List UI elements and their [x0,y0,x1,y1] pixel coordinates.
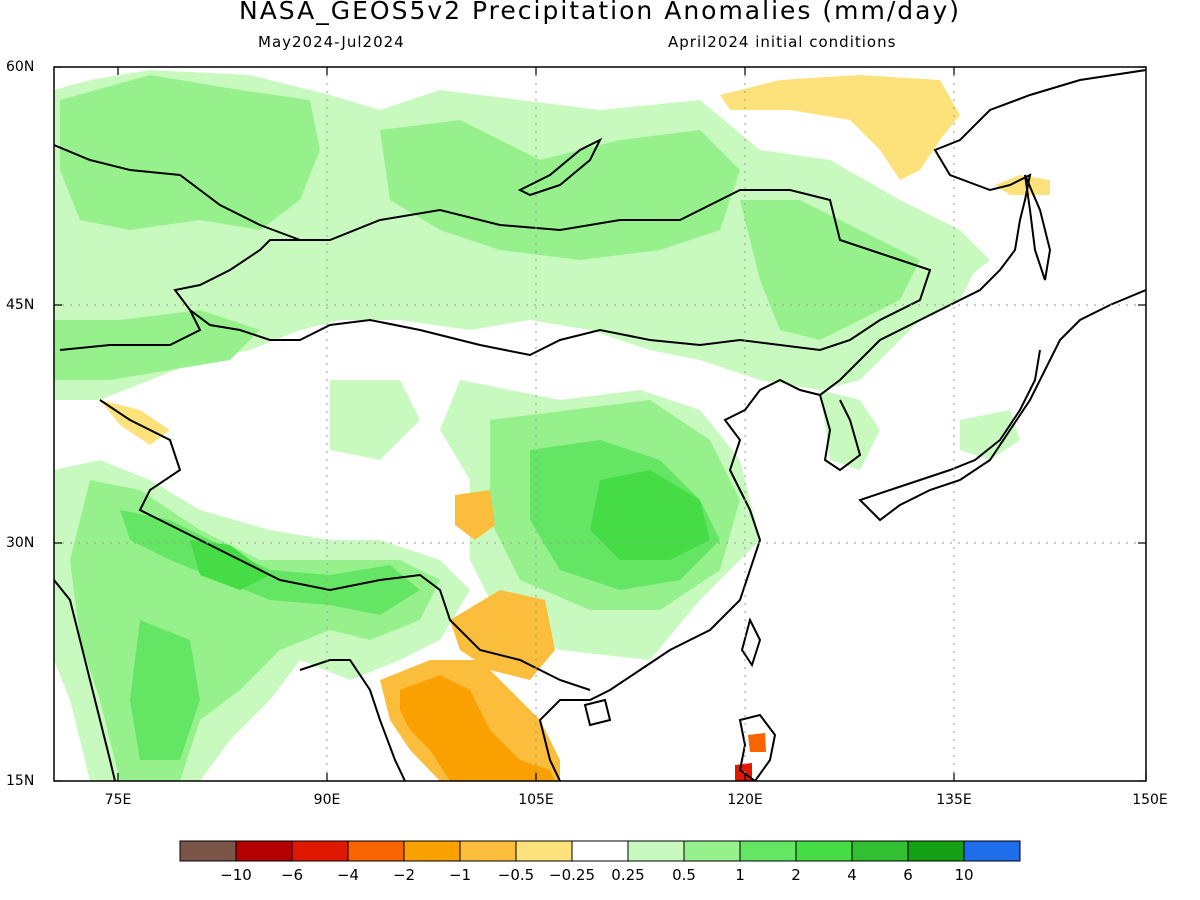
wet-heavy-nepal [190,540,270,590]
dry-region-sakhalin [995,175,1050,195]
lon-label-135e: 135E [936,792,972,808]
colorbar-swatch [571,840,629,862]
axis-ticks [54,66,1147,782]
colorbar-swatch [795,840,853,862]
wet-region-korea-japan [820,390,880,470]
colorbar-swatch [179,840,237,862]
colorbar-tick-label: 6 [903,866,913,884]
colorbar-tick-label: −2 [392,866,416,884]
dry-region-yunnan [450,590,555,680]
lon-label-90e: 90E [313,792,341,808]
border-china-mongolia [173,189,932,357]
dry-region-philippines [748,733,766,752]
colorbar-tick-label: −4 [336,866,360,884]
colorbar-tick-label: −6 [280,866,304,884]
lon-label-105e: 105E [518,792,554,808]
colorbar-swatch [963,840,1021,862]
wet-heavy-east-china [590,470,710,560]
colorbar-swatch [459,840,517,862]
map-frame [53,66,1147,782]
wet-mid-manchuria [740,200,920,340]
colorbar [179,840,1021,862]
wet-strong-south-india [130,620,200,760]
lat-label-15n: 15N [6,773,35,789]
wet-region-tibet-west [330,380,420,460]
lon-label-150e: 150E [1132,792,1168,808]
lat-label-60n: 60N [6,59,35,75]
colorbar-tick-label: 0.25 [611,866,645,884]
border-kazakhstan [59,309,202,351]
wet-strong-himalaya [120,510,420,615]
coastline-bay-of-bengal [299,659,406,781]
lon-label-120e: 120E [727,792,763,808]
border-china-southwest [99,399,591,691]
dry-region-sichuan [455,490,495,540]
colorbar-swatch [515,840,573,862]
colorbar-tick-label: 2 [791,866,801,884]
coastline-philippines [738,713,777,781]
coastline-hainan [583,698,612,727]
anomaly-fill-layer [54,70,1050,781]
wet-region-japan-small [960,410,1020,460]
lat-label-45n: 45N [6,297,35,313]
colorbar-tick-label: 1 [735,866,745,884]
dry-region-indochina-mid [400,675,555,781]
colorbar-tick-label: −0.25 [549,866,595,884]
colorbar-tick-label: 10 [954,866,974,884]
colorbar-swatch [291,840,349,862]
lon-label-75e: 75E [104,792,132,808]
colorbar-swatch [907,840,965,862]
coastline-taiwan [740,617,762,668]
colorbar-swatch [851,840,909,862]
dry-region-northeast-russia [720,75,960,180]
forecast-period-label: May2024-Jul2024 [258,33,405,51]
colorbar-swatch [739,840,797,862]
gridlines [54,67,1146,781]
coastline-layer [54,69,1146,781]
lat-label-30n: 30N [6,535,35,551]
coastline-india [54,579,116,781]
wet-mid-north [60,75,320,230]
coastline-sakhalin [1024,174,1052,281]
colorbar-swatch [683,840,741,862]
border-west-asia [54,144,301,241]
colorbar-swatch [235,840,293,862]
colorbar-tick-label: −0.5 [497,866,535,884]
colorbar-tick-label: −10 [220,866,252,884]
map-title: NASA_GEOS5v2 Precipitation Anomalies (mm… [239,0,961,25]
colorbar-swatch [403,840,461,862]
coastline-japan [858,289,1146,522]
colorbar-swatch [627,840,685,862]
colorbar-tick-label: 0.5 [672,866,696,884]
initial-conditions-label: April2024 initial conditions [668,33,897,51]
coastline-korea [819,394,862,472]
colorbar-swatch [347,840,405,862]
colorbar-tick-label: 4 [847,866,857,884]
lake-baikal [517,137,603,197]
colorbar-tick-label: −1 [448,866,472,884]
wet-mid-mongolia [380,120,740,260]
